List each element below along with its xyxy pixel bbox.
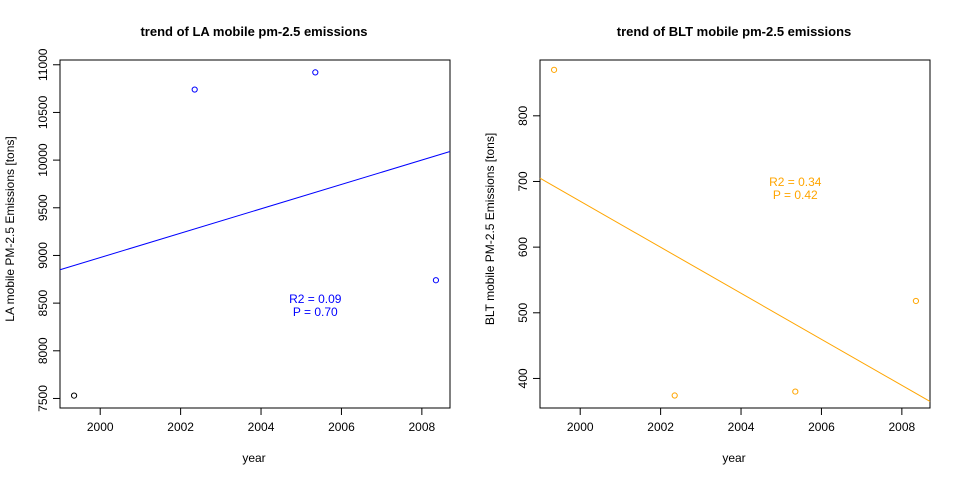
trend-line bbox=[59, 151, 451, 271]
x-tick-label: 2004 bbox=[248, 420, 275, 434]
x-tick-label: 2008 bbox=[409, 420, 436, 434]
y-axis-label: BLT mobile PM-2.5 Emissions [tons] bbox=[483, 133, 497, 325]
y-tick-label: 700 bbox=[516, 171, 530, 191]
plot-frame bbox=[539, 59, 931, 409]
data-point bbox=[912, 297, 920, 305]
y-tick-label: 11000 bbox=[36, 48, 50, 81]
x-tick-label: 2008 bbox=[889, 420, 916, 434]
x-tick-label: 2006 bbox=[808, 420, 835, 434]
y-tick-label: 8000 bbox=[36, 337, 50, 364]
y-tick-label: 8500 bbox=[36, 289, 50, 316]
data-point bbox=[191, 86, 198, 93]
x-tick-label: 2000 bbox=[87, 420, 114, 434]
data-point bbox=[792, 388, 799, 395]
chart-title: trend of BLT mobile pm-2.5 emissions bbox=[617, 24, 852, 39]
stats-annotation: R2 = 0.09 bbox=[289, 292, 342, 306]
trend-line bbox=[539, 177, 931, 402]
stats-annotation: P = 0.70 bbox=[293, 305, 338, 319]
x-tick-label: 2002 bbox=[167, 420, 194, 434]
la-emissions-chart: trend of LA mobile pm-2.5 emissions year… bbox=[3, 24, 451, 465]
y-tick-label: 9500 bbox=[36, 194, 50, 221]
stats-annotation: R2 = 0.34 bbox=[769, 175, 822, 189]
data-point bbox=[432, 277, 440, 284]
x-axis-label: year bbox=[242, 451, 265, 465]
y-tick-label: 800 bbox=[516, 105, 530, 125]
x-tick-label: 2002 bbox=[647, 420, 674, 434]
data-point bbox=[671, 392, 678, 399]
x-axis-label: year bbox=[722, 451, 745, 465]
y-tick-label: 10500 bbox=[36, 95, 50, 129]
y-tick-label: 600 bbox=[516, 237, 530, 257]
y-axis-label: LA mobile PM-2.5 Emissions [tons] bbox=[3, 136, 17, 321]
stats-annotation: P = 0.42 bbox=[773, 188, 818, 202]
x-tick-label: 2004 bbox=[728, 420, 755, 434]
data-point bbox=[312, 69, 319, 76]
y-tick-label: 500 bbox=[516, 302, 530, 322]
plot-frame bbox=[59, 59, 451, 409]
y-tick-label: 9000 bbox=[36, 242, 50, 269]
x-tick-label: 2000 bbox=[567, 420, 594, 434]
data-point bbox=[550, 66, 558, 73]
y-tick-label: 400 bbox=[516, 368, 530, 388]
x-tick-label: 2006 bbox=[328, 420, 355, 434]
blt-emissions-chart: trend of BLT mobile pm-2.5 emissions yea… bbox=[483, 24, 931, 465]
y-tick-label: 7500 bbox=[36, 385, 50, 412]
chart-title: trend of LA mobile pm-2.5 emissions bbox=[140, 24, 367, 39]
data-point bbox=[70, 392, 78, 399]
y-tick-label: 10000 bbox=[36, 143, 50, 177]
